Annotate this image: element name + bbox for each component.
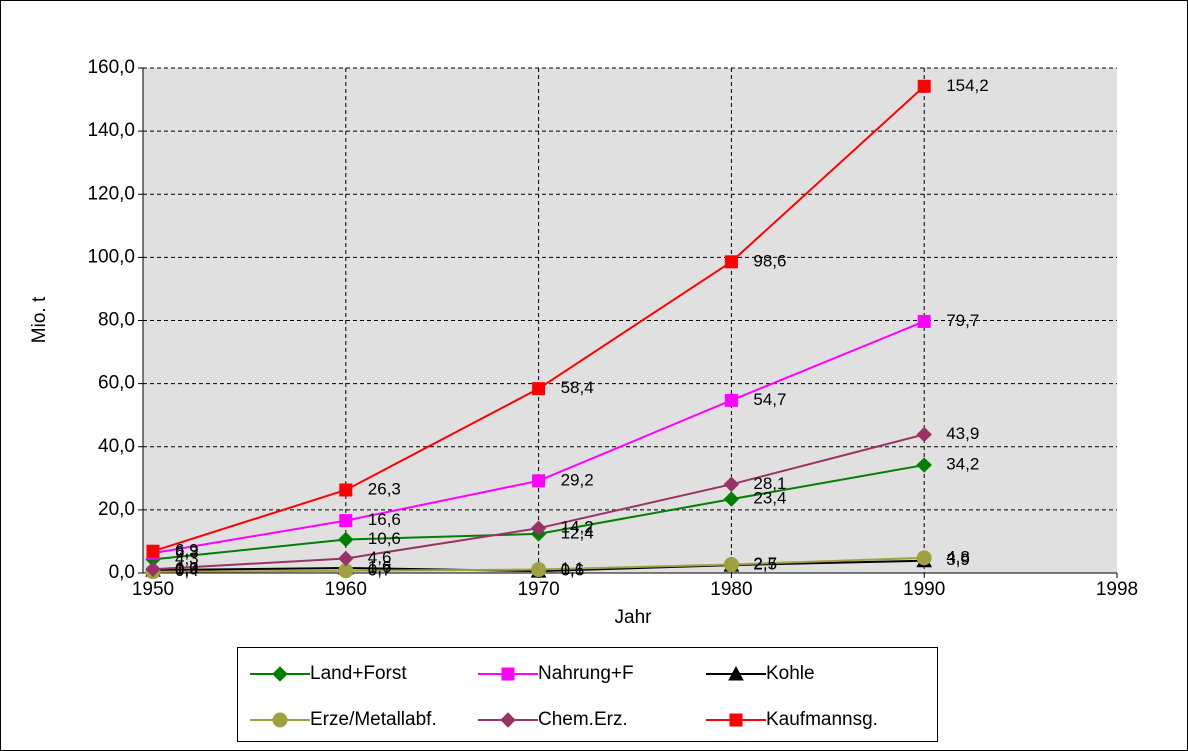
legend-label: Chem.Erz. — [538, 709, 628, 730]
data-point — [723, 556, 739, 572]
data-label: 3,9 — [946, 550, 970, 569]
x-tick-label: 1980 — [710, 579, 752, 600]
data-label: 1,1 — [561, 559, 585, 578]
data-label: 54,7 — [753, 390, 786, 409]
y-tick-label: 20,0 — [98, 499, 135, 520]
data-label: 6,9 — [175, 541, 199, 560]
data-point — [917, 79, 931, 93]
data-point — [724, 255, 738, 269]
legend-marker — [500, 712, 516, 728]
legend-marker — [729, 713, 743, 727]
y-axis-label: Mio. t — [29, 296, 50, 343]
data-label: 98,6 — [753, 251, 786, 270]
data-label: 0,7 — [368, 560, 392, 579]
data-label: 58,4 — [561, 378, 594, 397]
data-label: 16,6 — [368, 510, 401, 529]
legend-label: Kohle — [766, 663, 815, 684]
legend-label: Land+Forst — [310, 663, 407, 684]
legend-marker — [728, 665, 744, 681]
y-tick-label: 160,0 — [87, 57, 135, 78]
data-point — [532, 382, 546, 396]
data-label: 0,9 — [175, 560, 199, 579]
data-label: 1,6 — [368, 557, 392, 576]
data-label: 43,9 — [946, 424, 979, 443]
y-tick-label: 60,0 — [98, 373, 135, 394]
y-tick-label: 0,0 — [109, 562, 135, 583]
x-tick-label: 1950 — [132, 579, 174, 600]
x-tick-label: 1990 — [903, 579, 945, 600]
data-point — [723, 491, 740, 507]
data-point — [532, 474, 546, 488]
data-label: 79,7 — [946, 311, 979, 330]
legend-label: Nahrung+F — [538, 663, 634, 684]
data-point — [146, 544, 160, 558]
data-point — [145, 561, 161, 577]
legend-marker — [501, 667, 515, 681]
data-point — [338, 531, 354, 548]
data-label: 0,6 — [561, 561, 585, 580]
data-label: 10,6 — [368, 529, 401, 548]
data-point — [338, 550, 354, 567]
data-label: 0,4 — [175, 561, 199, 580]
x-tick-label: 1970 — [517, 579, 559, 600]
legend-label: Kaufmannsg. — [766, 709, 878, 730]
data-label: 154,2 — [946, 76, 989, 95]
y-tick-label: 80,0 — [98, 310, 135, 331]
legend-marker — [272, 666, 288, 682]
data-point — [916, 550, 932, 566]
data-point — [531, 562, 547, 578]
x-tick-label: 1998 — [1096, 579, 1138, 600]
y-tick-label: 40,0 — [98, 436, 135, 457]
data-point — [339, 514, 353, 528]
data-label: 6,3 — [175, 543, 199, 562]
data-label: 2,7 — [753, 554, 777, 573]
x-tick-label: 1960 — [325, 579, 367, 600]
data-label: 23,4 — [753, 489, 786, 508]
legend — [237, 647, 938, 742]
data-point — [530, 520, 547, 536]
data-point — [916, 426, 932, 443]
data-label: 2,5 — [753, 555, 777, 574]
data-label: 4,8 — [946, 547, 970, 566]
data-point — [724, 393, 738, 407]
x-axis-label: Jahr — [615, 607, 653, 628]
data-point — [339, 483, 353, 497]
data-label: 29,2 — [561, 470, 594, 489]
y-tick-label: 120,0 — [87, 183, 135, 204]
data-label: 28,1 — [753, 474, 786, 493]
data-label: 34,2 — [946, 455, 979, 474]
data-label: 14,2 — [561, 518, 594, 537]
data-label: 12,4 — [561, 523, 594, 542]
data-label: 26,3 — [368, 479, 401, 498]
data-label: 4,3 — [175, 549, 199, 568]
data-point — [723, 476, 740, 493]
y-tick-label: 100,0 — [87, 246, 135, 267]
legend-label: Erze/Metallabf. — [310, 709, 437, 730]
legend-marker — [272, 712, 288, 728]
data-point — [917, 314, 931, 328]
data-label: 1,2 — [175, 559, 199, 578]
data-point — [916, 457, 932, 473]
data-label: 4,6 — [368, 548, 392, 567]
y-tick-label: 140,0 — [87, 120, 135, 141]
